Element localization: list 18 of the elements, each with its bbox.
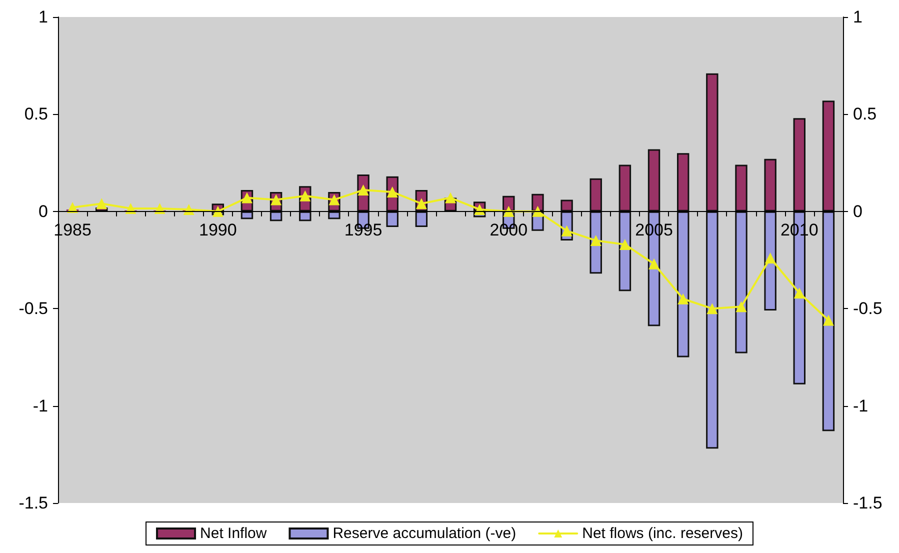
y2-tick-label: -1.5 bbox=[853, 494, 882, 512]
y-tick-label: -1 bbox=[32, 396, 48, 416]
y2-tick-label: -1 bbox=[853, 396, 868, 416]
y2-tick-label: 0.5 bbox=[853, 104, 877, 124]
legend-label: Reserve accumulation (-ve) bbox=[332, 525, 516, 542]
y2-tick-label: 0 bbox=[853, 202, 862, 221]
y2-tick-label: -0.5 bbox=[853, 299, 882, 318]
y-tick-label: 0.5 bbox=[24, 104, 48, 124]
x-tick-label: 2000 bbox=[490, 220, 528, 240]
x-tick-label: 1990 bbox=[198, 220, 237, 240]
legend-label: Net Inflow bbox=[200, 525, 267, 542]
y2-tick-label: 1 bbox=[853, 8, 862, 26]
y-tick-label: 0 bbox=[38, 202, 48, 221]
y-tick-label: -0.5 bbox=[18, 299, 48, 318]
x-tick-label: 1995 bbox=[344, 220, 382, 240]
y-tick-label: -1.5 bbox=[18, 494, 48, 512]
y-tick-label: 1 bbox=[38, 8, 48, 26]
legend-label: Net flows (inc. reserves) bbox=[582, 525, 743, 542]
